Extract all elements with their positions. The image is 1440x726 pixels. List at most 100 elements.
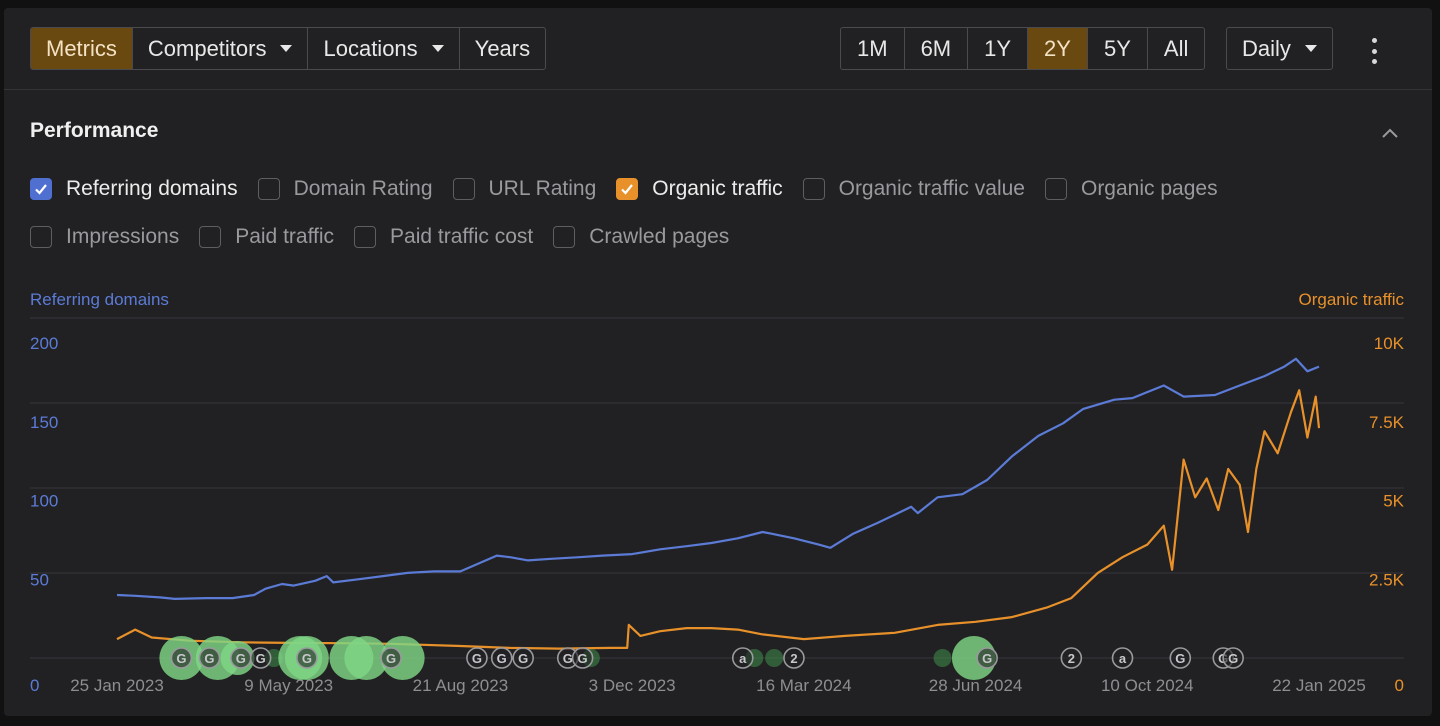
range-6m[interactable]: 6M: [905, 28, 969, 69]
tab-label: Years: [474, 35, 531, 61]
event-marker-label: G: [518, 651, 528, 666]
metric-label: Paid traffic: [235, 225, 335, 248]
metric-label: Referring domains: [66, 177, 238, 200]
range-all[interactable]: All: [1163, 35, 1189, 61]
event-marker[interactable]: [198, 647, 221, 669]
section-title: Performance: [30, 119, 159, 142]
metric-toggle-referring-domains[interactable]: Referring domains: [30, 177, 238, 201]
x-tick-label: 9 May 2023: [244, 676, 333, 695]
date-range-selector: 1M 6M 1Y 2Y 5Y All: [840, 27, 1206, 70]
metric-label: Organic traffic value: [838, 177, 1025, 200]
x-tick-label: 25 Jan 2023: [70, 676, 164, 695]
metric-toggle-organic-pages[interactable]: Organic pages: [1044, 177, 1218, 201]
event-marker-label: G: [386, 651, 396, 666]
checkbox-checked-icon[interactable]: [30, 178, 52, 200]
event-marker[interactable]: [1111, 647, 1134, 669]
event-marker-label: G: [1175, 651, 1185, 666]
y-left-tick-label: 0: [30, 676, 39, 695]
y-left-tick-label: 150: [30, 413, 58, 432]
chevron-down-icon: [280, 45, 293, 52]
tab-label: Competitors: [147, 35, 267, 61]
metric-label: Paid traffic cost: [390, 225, 534, 248]
metric-toggle-impressions[interactable]: Impressions: [30, 225, 179, 249]
activity-bubble[interactable]: [951, 636, 996, 680]
event-marker[interactable]: [976, 647, 998, 669]
tab-label: Locations: [323, 35, 418, 61]
y-right-tick-label: 5K: [1383, 492, 1404, 511]
metric-toggle-url-rating[interactable]: URL Rating: [452, 177, 596, 201]
event-marker[interactable]: [490, 647, 513, 669]
checkbox-empty-icon[interactable]: [257, 178, 280, 200]
event-marker-label: G: [236, 651, 246, 666]
granularity-dropdown[interactable]: Daily: [1226, 27, 1333, 70]
range-1m[interactable]: 1M: [841, 28, 905, 69]
kebab-menu-icon[interactable]: [1366, 38, 1382, 64]
y-right-tick-label: 2.5K: [1369, 570, 1405, 589]
event-marker-label: G: [472, 651, 482, 666]
metric-toggle-crawled-pages[interactable]: Crawled pages: [553, 225, 729, 249]
event-marker-label: G: [1228, 651, 1238, 666]
event-marker-label: G: [256, 651, 266, 666]
metric-label: Organic traffic: [652, 177, 783, 200]
metric-toggle-paid-traffic[interactable]: Paid traffic: [199, 225, 334, 249]
event-marker-label: G: [204, 651, 214, 666]
activity-bubble[interactable]: [933, 649, 952, 667]
metric-toggle-organic-traffic[interactable]: Organic traffic: [616, 177, 783, 201]
activity-bubble[interactable]: [344, 636, 389, 680]
event-marker-label: G: [497, 651, 507, 666]
checkbox-empty-icon[interactable]: [802, 178, 825, 200]
event-marker[interactable]: [512, 647, 534, 669]
granularity-label: Daily: [1242, 35, 1291, 61]
range-2y[interactable]: 2Y: [1028, 28, 1088, 69]
metric-label: Domain Rating: [293, 177, 433, 200]
checkbox-checked-icon[interactable]: [616, 178, 639, 200]
event-marker[interactable]: [1169, 647, 1192, 669]
activity-bubble[interactable]: [765, 649, 784, 667]
metric-toggle-domain-rating[interactable]: Domain Rating: [257, 177, 433, 201]
x-tick-label: 16 Mar 2024: [756, 676, 851, 695]
range-1y[interactable]: 1Y: [968, 28, 1029, 69]
metric-toggles-row-1: Referring domains Domain Rating URL Rating…: [30, 177, 1238, 201]
activity-bubble[interactable]: [380, 636, 425, 680]
toolbar: Metrics Competitors Locations Years 1M 6M 1Y 2…: [4, 8, 1432, 90]
metric-toggle-paid-traffic-cost[interactable]: Paid traffic cost: [354, 225, 533, 249]
tab-years[interactable]: Years: [460, 28, 545, 69]
event-marker[interactable]: [571, 647, 594, 669]
checkbox-empty-icon[interactable]: [1044, 178, 1067, 200]
tab-competitors[interactable]: Competitors: [133, 28, 309, 69]
tab-metrics[interactable]: Metrics: [31, 28, 133, 69]
tab-label: Metrics: [46, 35, 117, 61]
event-marker[interactable]: [1222, 647, 1244, 669]
metrics-panel: Metrics Competitors Locations Years 1M 6M 1Y 2…: [4, 8, 1432, 716]
event-marker[interactable]: [731, 647, 754, 669]
chevron-up-icon[interactable]: [1381, 125, 1399, 143]
event-marker-label: G: [578, 651, 588, 666]
event-marker[interactable]: [466, 647, 488, 669]
checkbox-empty-icon[interactable]: [199, 226, 222, 248]
y-left-tick-label: 200: [30, 334, 58, 353]
series-line-organic-traffic: [116, 389, 1321, 650]
checkbox-empty-icon[interactable]: [452, 178, 475, 200]
tab-locations[interactable]: Locations: [308, 28, 460, 69]
event-marker-label: G: [563, 651, 573, 666]
event-marker-label: a: [739, 651, 747, 666]
granularity-button[interactable]: Daily: [1227, 28, 1332, 69]
checkbox-empty-icon[interactable]: [354, 226, 377, 248]
chevron-down-icon: [1304, 45, 1317, 52]
event-marker-label: 2: [1068, 651, 1075, 666]
event-marker-label: G: [982, 651, 992, 666]
checkbox-empty-icon[interactable]: [553, 226, 576, 248]
event-marker-label: G: [302, 651, 312, 666]
chevron-down-icon: [431, 45, 444, 52]
metric-toggle-organic-traffic-value[interactable]: Organic traffic value: [802, 177, 1025, 201]
event-marker[interactable]: [249, 647, 272, 669]
x-tick-label: 28 Jun 2024: [929, 676, 1023, 695]
event-marker[interactable]: [170, 647, 193, 669]
x-tick-label: 21 Aug 2023: [413, 676, 508, 695]
event-marker[interactable]: [380, 647, 402, 669]
event-marker[interactable]: [1060, 647, 1083, 669]
checkbox-empty-icon[interactable]: [30, 226, 52, 248]
event-marker[interactable]: [783, 647, 805, 669]
range-5y[interactable]: 5Y: [1088, 28, 1148, 69]
event-marker[interactable]: [296, 647, 318, 669]
